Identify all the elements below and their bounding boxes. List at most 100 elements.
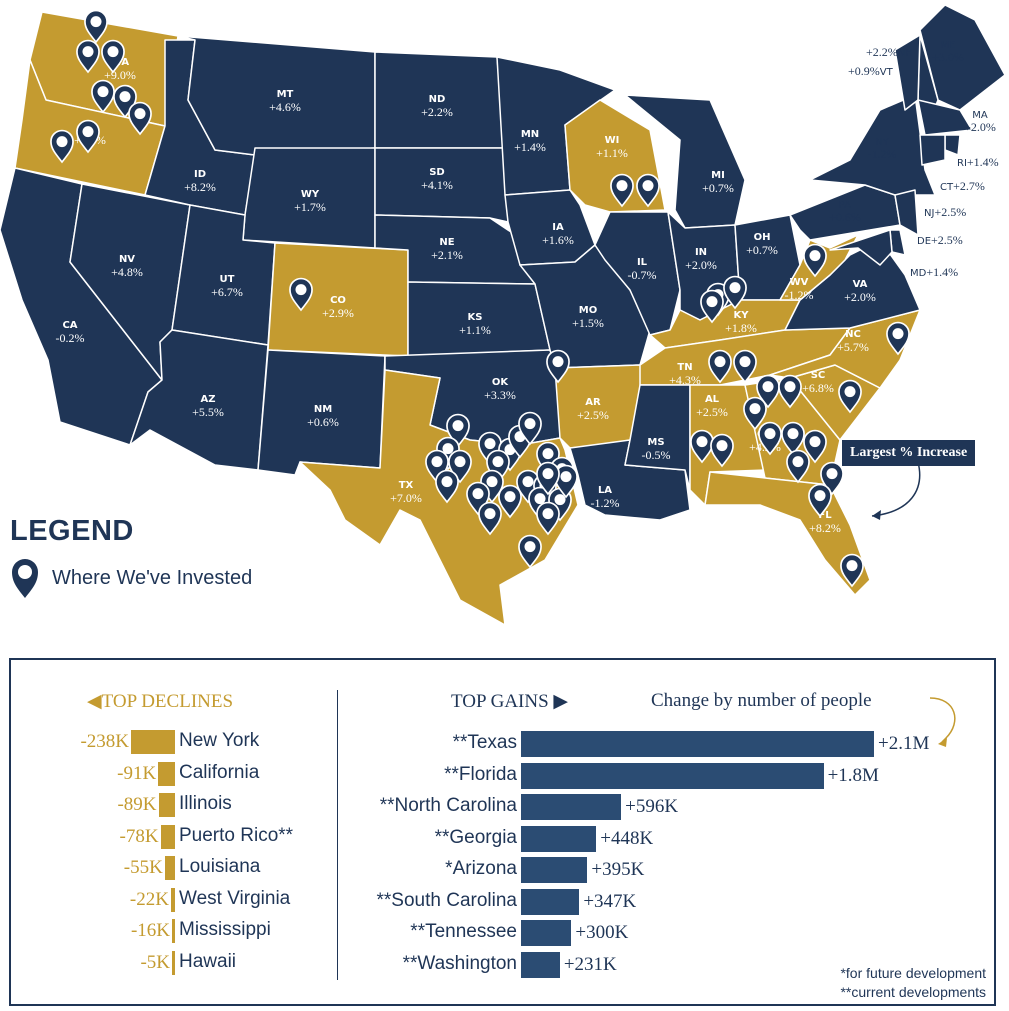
decline-value: -16K: [130, 920, 170, 941]
state-abbr-co: CO: [330, 295, 346, 306]
decline-bar: [158, 761, 175, 786]
state-abbr-ky: KY: [734, 310, 750, 321]
state-ma: [917, 99, 973, 136]
state-sd: [374, 147, 509, 223]
state-label-nh: +2.2%NH: [866, 45, 913, 59]
footnote-current: **current developments: [840, 984, 986, 1000]
gain-value: +300K: [575, 922, 629, 943]
us-map: WA+9.0%OR+0.7%CA-0.2%NV+4.8%ID+8.2%MT+4.…: [0, 4, 1006, 626]
state-abbr-nc: NC: [845, 329, 861, 340]
legend-title: LEGEND: [10, 515, 134, 547]
gain-row: **South Carolina +347K: [11, 888, 991, 916]
state-abbr-ut: UT: [220, 274, 235, 285]
gain-bar: [521, 857, 588, 883]
state-abbr-ia: IA: [552, 222, 564, 233]
state-value-wa: +9.0%: [104, 68, 136, 82]
state-value-ks: +1.1%: [459, 323, 491, 337]
gain-row: **Texas +2.1M: [11, 730, 991, 758]
decline-bar: [172, 950, 175, 975]
decline-name: California: [179, 761, 260, 783]
state-abbr-nm: NM: [314, 404, 332, 415]
footnotes: *for future development **current develo…: [840, 964, 986, 1002]
gain-value: +2.1M: [878, 733, 930, 754]
state-label-nj: NJ+2.5%: [924, 205, 966, 219]
decline-value: -22K: [129, 888, 169, 910]
gain-bar: [521, 731, 874, 757]
decline-row: -5K Hawaii: [11, 949, 331, 977]
footnote-future: *for future development: [840, 965, 986, 981]
state-abbr-fl: FL: [818, 510, 832, 521]
state-value-wv: -1.2%: [785, 288, 814, 302]
state-value-ar: +2.5%: [577, 408, 609, 422]
state-abbr-ms: MS: [647, 437, 664, 448]
gain-value: +347K: [583, 890, 637, 912]
state-value-al: +2.5%: [696, 405, 728, 419]
decline-bar: [164, 856, 175, 880]
state-abbr-ne: NE: [439, 237, 454, 248]
state-value-nd: +2.2%: [421, 105, 453, 119]
top-gains-header: TOP GAINS ▶: [451, 691, 569, 712]
state-label-pa: PA +0.6%: [829, 200, 861, 224]
decline-name: West Virginia: [179, 887, 291, 909]
state-abbr-mi: MI: [711, 170, 725, 181]
decline-name: Louisiana: [179, 856, 261, 877]
gain-name: **Tennessee: [410, 921, 517, 942]
state-ri: [944, 134, 961, 156]
state-abbr-il: IL: [637, 257, 648, 268]
state-value-ne: +2.1%: [431, 248, 463, 262]
top-declines-header: ◀TOP DECLINES: [87, 691, 234, 712]
curved-arrow-icon: [929, 697, 956, 747]
decline-row: -55K Louisiana: [11, 854, 331, 882]
state-value-ca: -0.2%: [56, 331, 85, 345]
gain-name: **North Carolina: [379, 795, 517, 816]
decline-row: -22K West Virginia: [11, 886, 331, 914]
gain-bar: [521, 888, 580, 915]
state-value-tn: +4.3%: [669, 373, 701, 387]
panel-divider: [337, 690, 338, 980]
state-value-ok: +3.3%: [484, 388, 516, 402]
legend: LEGEND Where We've Invested: [10, 515, 252, 600]
state-value-nm: +0.6%: [307, 415, 339, 429]
gain-value: +395K: [591, 859, 645, 880]
gain-value: +1.8M: [827, 764, 879, 786]
state-value-mi: +0.7%: [702, 181, 734, 195]
state-value-ms: -0.5%: [642, 448, 671, 462]
legend-label: Where We've Invested: [52, 566, 253, 589]
gain-name: **Florida: [444, 763, 517, 785]
state-value-ia: +1.6%: [542, 233, 574, 247]
gain-name: **Georgia: [434, 826, 517, 848]
state-value-nv: +4.8%: [111, 265, 143, 279]
state-label-ri: RI+1.4%: [957, 155, 999, 169]
decline-value: -238K: [80, 731, 129, 752]
gain-value: +231K: [563, 953, 617, 975]
decline-name: Puerto Rico**: [179, 824, 294, 846]
state-value-oh: +0.7%: [746, 243, 778, 257]
decline-value: -89K: [117, 794, 157, 815]
state-tx: [299, 369, 579, 626]
decline-bar: [131, 730, 175, 754]
state-abbr-va: VA: [853, 279, 868, 290]
state-abbr-mo: MO: [579, 305, 597, 316]
state-value-mt: +4.6%: [269, 100, 301, 114]
gain-name: *Arizona: [445, 858, 517, 879]
gain-bar: [521, 951, 560, 978]
state-label-vt: +0.9%VT: [848, 64, 894, 78]
decline-value: -91K: [117, 762, 157, 784]
state-value-la: -1.2%: [591, 496, 620, 510]
state-label-md: MD+1.4%: [910, 265, 958, 279]
state-abbr-sd: SD: [429, 167, 445, 178]
gain-row: **North Carolina +596K: [11, 793, 991, 821]
state-abbr-tn: TN: [677, 362, 692, 373]
gain-row: **Florida +1.8M: [11, 762, 991, 790]
state-abbr-nd: ND: [429, 94, 446, 105]
decline-bar: [160, 824, 175, 849]
state-value-ut: +6.7%: [211, 285, 243, 299]
gain-bar: [521, 825, 597, 852]
state-value-tx: +7.0%: [390, 491, 422, 505]
gain-value: +596K: [625, 796, 679, 817]
decline-row: -78K Puerto Rico**: [11, 823, 331, 851]
state-value-co: +2.9%: [322, 306, 354, 320]
state-abbr-in: IN: [695, 247, 707, 258]
legend-item: Where We've Invested: [10, 556, 252, 600]
decline-name: New York: [179, 730, 260, 751]
